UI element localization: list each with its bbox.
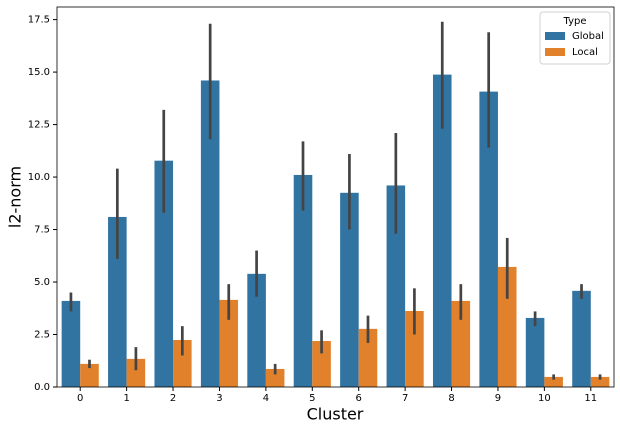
y-tick-label: 10.0 bbox=[28, 172, 50, 183]
bar bbox=[154, 160, 174, 387]
bar bbox=[479, 91, 498, 388]
y-tick-label: 12.5 bbox=[28, 120, 50, 131]
y-axis-label: l2-norm bbox=[6, 166, 25, 228]
x-tick-label: 2 bbox=[170, 393, 176, 404]
x-tick-label: 11 bbox=[584, 393, 597, 404]
x-tick-label: 4 bbox=[263, 393, 269, 404]
x-tick-label: 9 bbox=[495, 393, 501, 404]
x-tick-label: 7 bbox=[402, 393, 408, 404]
bar bbox=[572, 290, 591, 387]
bar bbox=[432, 74, 452, 388]
plot-frame bbox=[56, 6, 615, 388]
bar bbox=[451, 300, 471, 387]
bar bbox=[247, 273, 266, 387]
legend-title: Type bbox=[563, 16, 587, 27]
y-tick-label: 7.5 bbox=[34, 225, 50, 236]
x-axis-label: Cluster bbox=[307, 405, 364, 424]
legend-label: Local bbox=[572, 47, 598, 58]
bar bbox=[544, 376, 563, 387]
bar bbox=[126, 358, 146, 387]
y-tick-label: 5.0 bbox=[34, 277, 50, 288]
bar bbox=[200, 80, 220, 388]
x-tick-label: 1 bbox=[123, 393, 129, 404]
y-tick-label: 0.0 bbox=[34, 382, 50, 393]
y-tick-label: 2.5 bbox=[34, 330, 50, 341]
bar bbox=[80, 363, 99, 387]
legend-label: Global bbox=[572, 31, 604, 42]
x-tick-label: 8 bbox=[448, 393, 454, 404]
x-tick-label: 5 bbox=[309, 393, 315, 404]
bar bbox=[265, 368, 285, 387]
legend-swatch bbox=[545, 48, 565, 56]
y-tick-label: 15.0 bbox=[28, 67, 50, 78]
bar bbox=[61, 300, 81, 387]
bar bbox=[405, 311, 424, 387]
bar bbox=[173, 339, 192, 387]
x-tick-label: 10 bbox=[538, 393, 551, 404]
legend-swatch bbox=[545, 32, 565, 40]
y-tick-label: 17.5 bbox=[28, 15, 50, 26]
bar bbox=[525, 317, 545, 387]
bar bbox=[219, 299, 239, 387]
bar bbox=[386, 185, 406, 387]
x-tick-label: 3 bbox=[216, 393, 222, 404]
bar bbox=[497, 266, 517, 387]
bar bbox=[293, 174, 313, 387]
bar bbox=[340, 192, 359, 387]
bar bbox=[312, 341, 331, 387]
x-tick-label: 6 bbox=[356, 393, 362, 404]
bar bbox=[358, 328, 378, 387]
bar bbox=[590, 376, 610, 387]
bar bbox=[108, 216, 127, 387]
x-tick-label: 0 bbox=[77, 393, 83, 404]
